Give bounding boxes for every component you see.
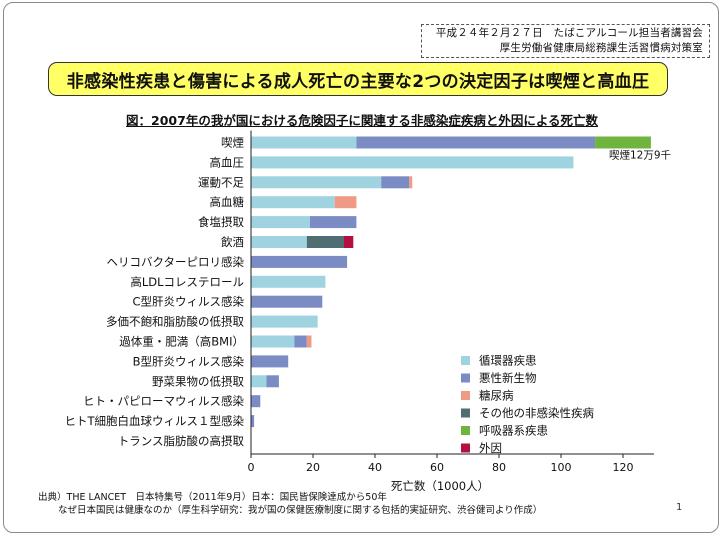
x-tick-label: 100: [551, 461, 572, 474]
legend-swatch-1: [461, 373, 470, 383]
legend-label-5: 外因: [479, 441, 502, 455]
bar-segment-5-3: [306, 236, 344, 248]
x-tick-label: 20: [306, 461, 320, 474]
bar-segment-10-0: [251, 335, 295, 348]
footer-source-text: 日本特集号（2011年9月）日本：国民皆保険達成から50年: [126, 492, 387, 503]
category-label: トランス脂肪酸の高摂取: [118, 434, 245, 448]
legend-label-0: 循環器疾患: [479, 354, 537, 368]
chart-heading: 図：2007年の我が国における危険因子に関連する非感染症疾病と外因による死亡数: [0, 110, 724, 129]
x-tick-label: 120: [613, 461, 634, 474]
category-label: 食塩摂取: [198, 215, 244, 229]
category-label: 高血圧: [210, 155, 245, 169]
bar-segment-3-2: [334, 196, 357, 209]
x-tick-label: 80: [492, 461, 506, 474]
banner-title-text: 非感染性疾患と傷害による成人死亡の主要な2つの決定因子は喫煙と高血圧: [66, 71, 650, 92]
bar-segment-10-2: [306, 335, 312, 348]
x-tick-label: 0: [248, 461, 255, 474]
bar-segment-14-1: [251, 415, 255, 428]
legend-label-4: 呼吸器系疾患: [479, 424, 548, 438]
bar-segment-2-2: [409, 176, 413, 189]
category-label: ヘリコバクターピロリ感染: [106, 255, 244, 269]
bar-segment-9-0: [251, 315, 318, 328]
x-tick-label: 40: [368, 461, 382, 474]
bar-segment-0-4: [595, 136, 651, 149]
bar-segment-10-1: [294, 335, 307, 348]
header-info-box: 平成２４年２月２７日 たばこアルコール担当者講習会 厚生労働省健康局総務課生活習…: [421, 24, 710, 58]
bar-segment-2-1: [381, 176, 410, 189]
legend-swatch-5: [461, 443, 470, 453]
legend-label-1: 悪性新生物: [479, 371, 537, 385]
page-number: 1: [676, 502, 683, 513]
bar-segment-13-1: [251, 395, 261, 408]
footer-line-2: なぜ日本国民は健康なのか（厚生科学研究：我が国の保健医療制度に関する包括的実証研…: [58, 504, 543, 516]
bar-segment-5-0: [251, 236, 307, 248]
legend-swatch-3: [461, 408, 470, 418]
category-label: B型肝炎ウィルス感染: [133, 354, 245, 368]
header-line-dept: 厚生労働省健康局総務課生活習慣病対策室: [499, 42, 703, 54]
legend-swatch-2: [461, 391, 470, 400]
category-label: 運動不足: [198, 175, 244, 189]
bar-segment-4-0: [251, 216, 310, 229]
category-label: ヒト・パピローマウィルス感染: [83, 394, 244, 408]
bar-segment-3-0: [251, 196, 335, 209]
x-axis-label: 死亡数（1000人）: [391, 479, 489, 493]
bar-segment-0-0: [251, 136, 357, 149]
bar-segment-11-1: [251, 355, 289, 368]
footer-source-label: 出典）: [38, 492, 67, 503]
legend-swatch-4: [461, 426, 470, 435]
category-label: 過体重・肥満（高BMI）: [119, 335, 244, 349]
category-label: 多価不飽和脂肪酸の低摂取: [106, 315, 244, 329]
x-tick-label: 60: [430, 461, 444, 474]
title-banner: 非感染性疾患と傷害による成人死亡の主要な2つの決定因子は喫煙と高血圧: [48, 62, 668, 96]
legend-label-2: 糖尿病: [479, 389, 514, 403]
bar-segment-8-1: [251, 295, 323, 308]
legend-label-3: その他の非感染性疾病: [479, 406, 594, 420]
bar-segment-12-1: [266, 375, 279, 388]
category-label: 喫煙: [221, 136, 244, 150]
footer-journal: THE LANCET: [66, 492, 127, 503]
category-label: C型肝炎ウィルス感染: [132, 295, 244, 309]
bar-segment-2-0: [251, 176, 382, 189]
header-line-date: 平成２４年２月２７日 たばこアルコール担当者講習会: [435, 27, 703, 39]
footer-source: 出典）THE LANCET 日本特集号（2011年9月）日本：国民皆保険達成から…: [38, 492, 542, 517]
category-label: 飲酒: [221, 235, 244, 249]
bar-segment-4-1: [309, 216, 357, 229]
legend-swatch-0: [461, 356, 470, 365]
chart-heading-text: 図：2007年の我が国における危険因子に関連する非感染症疾病と外因による死亡数: [126, 113, 598, 128]
category-label: 高LDLコレステロール: [130, 275, 244, 289]
annotation-label: 喫煙12万9千: [609, 150, 671, 162]
category-label: ヒトT細胞白血球ウィルス１型感染: [64, 414, 244, 428]
bar-segment-6-1: [251, 255, 348, 268]
footer-line-1: 出典）THE LANCET 日本特集号（2011年9月）日本：国民皆保険達成から…: [38, 492, 542, 505]
bar-segment-1-0: [251, 156, 574, 169]
bar-segment-12-0: [251, 375, 267, 388]
bar-segment-0-1: [356, 136, 596, 149]
category-label: 野菜果物の低摂取: [152, 374, 244, 388]
category-label: 高血糖: [210, 195, 245, 209]
bar-segment-5-5: [344, 236, 354, 248]
bar-segment-7-0: [251, 275, 326, 288]
